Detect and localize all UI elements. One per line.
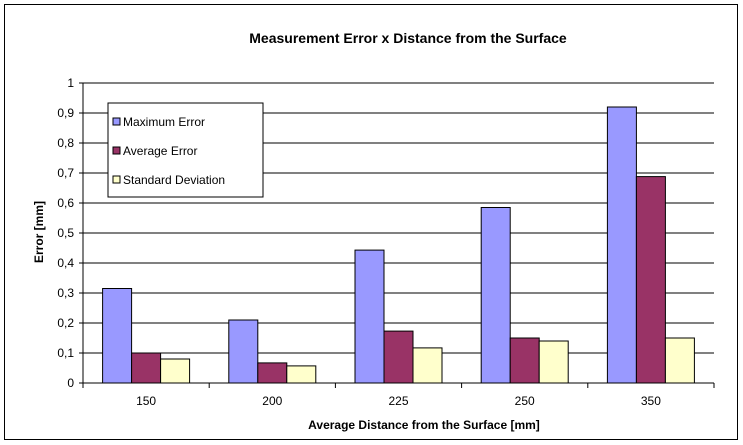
legend-swatch <box>112 146 121 155</box>
y-tick-label: 0,1 <box>57 346 74 360</box>
x-tick-label: 250 <box>515 394 535 408</box>
x-tick-label: 200 <box>262 394 282 408</box>
x-axis-title: Average Distance from the Surface [mm] <box>308 418 540 432</box>
legend-swatch <box>112 117 121 126</box>
y-tick-label: 0,5 <box>57 226 74 240</box>
y-tick-label: 0 <box>67 376 74 390</box>
axes: 0 0,1 0,2 0,3 0,4 0,5 0,6 0,7 0,8 0,9 1 150 200 225 25… <box>57 76 715 408</box>
y-axis-title: Error [mm] <box>32 201 46 263</box>
bar-average-error <box>635 176 666 384</box>
legend-label: Maximum Error <box>123 115 205 129</box>
x-tick-label: 150 <box>136 394 156 408</box>
legend-label: Average Error <box>123 144 197 158</box>
bar-maximum-error <box>606 106 637 384</box>
x-tick-label: 350 <box>641 394 661 408</box>
bar-maximum-error <box>102 288 133 384</box>
bar-standard-deviation <box>538 340 569 384</box>
bar-standard-deviation <box>286 365 317 384</box>
bar-standard-deviation <box>664 337 695 384</box>
bar-average-error <box>257 362 288 384</box>
y-tick-label: 0,7 <box>57 166 74 180</box>
bar-maximum-error <box>480 207 511 384</box>
bar-maximum-error <box>354 249 385 384</box>
chart-title: Measurement Error x Distance from the Su… <box>249 30 567 46</box>
y-tick-label: 0,8 <box>57 136 74 150</box>
bar-standard-deviation <box>412 347 443 384</box>
legend-swatch <box>112 175 121 184</box>
bar-average-error <box>131 352 162 384</box>
y-tick-label: 0,9 <box>57 106 74 120</box>
y-tick-label: 0,2 <box>57 316 74 330</box>
legend-label: Standard Deviation <box>123 173 225 187</box>
y-tick-label: 0,4 <box>57 256 74 270</box>
y-tick-label: 1 <box>67 76 74 90</box>
bar-average-error <box>509 337 540 384</box>
bar-standard-deviation <box>160 358 191 384</box>
y-tick-label: 0,6 <box>57 196 74 210</box>
legend-box <box>107 102 264 198</box>
x-tick-label: 225 <box>388 394 408 408</box>
legend: Maximum Error Average Error Standard Devia… <box>107 102 264 198</box>
bar-average-error <box>383 330 414 384</box>
y-tick-label: 0,3 <box>57 286 74 300</box>
bar-maximum-error <box>228 319 259 384</box>
